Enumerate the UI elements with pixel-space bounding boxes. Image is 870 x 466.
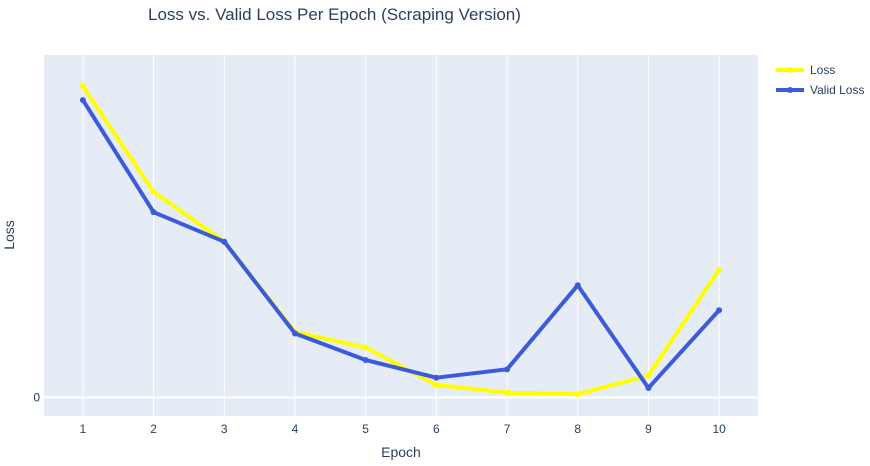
data-point[interactable] — [716, 307, 723, 314]
data-point[interactable] — [79, 97, 86, 104]
data-point[interactable] — [221, 238, 228, 245]
x-tick-label: 6 — [433, 422, 440, 436]
series-line-valid-loss — [80, 98, 722, 390]
x-tick-label: 10 — [712, 422, 726, 436]
x-tick-label: 9 — [645, 422, 652, 436]
y-tick-label: 0 — [33, 390, 40, 404]
x-tick-label: 8 — [574, 422, 581, 436]
legend-marker — [787, 87, 793, 93]
data-point[interactable] — [433, 374, 440, 381]
legend-item-valid-loss[interactable]: Valid Loss — [776, 83, 864, 97]
y-axis-title: Loss — [1, 220, 17, 250]
data-point[interactable] — [574, 391, 581, 398]
data-point[interactable] — [291, 330, 298, 337]
legend-label: Loss — [810, 63, 835, 77]
data-point[interactable] — [433, 381, 440, 388]
legend-item-loss[interactable]: Loss — [776, 63, 835, 77]
data-point[interactable] — [362, 344, 369, 351]
data-point[interactable] — [504, 389, 511, 396]
x-tick-label: 3 — [221, 422, 228, 436]
legend[interactable]: Loss Valid Loss — [776, 63, 864, 97]
x-tick-label: 2 — [150, 422, 157, 436]
x-tick-label: 5 — [362, 422, 369, 436]
y-tick-labels: 0 — [33, 390, 40, 404]
data-point[interactable] — [79, 83, 86, 90]
x-axis-title: Epoch — [381, 444, 421, 460]
data-point[interactable] — [362, 356, 369, 363]
data-point[interactable] — [150, 209, 157, 216]
series-layer — [79, 83, 723, 398]
gridlines — [44, 55, 758, 416]
data-point[interactable] — [504, 366, 511, 373]
series-line-loss — [80, 84, 722, 397]
x-tick-labels: 1 2 3 4 5 6 7 8 9 10 — [80, 422, 727, 436]
data-point[interactable] — [716, 266, 723, 273]
data-point[interactable] — [645, 384, 652, 391]
legend-label: Valid Loss — [810, 83, 864, 97]
x-tick-label: 4 — [292, 422, 299, 436]
legend-marker — [787, 67, 793, 73]
data-point[interactable] — [645, 372, 652, 379]
x-tick-label: 7 — [504, 422, 511, 436]
data-point[interactable] — [574, 282, 581, 289]
x-tick-label: 1 — [80, 422, 87, 436]
chart-title: Loss vs. Valid Loss Per Epoch (Scraping … — [148, 5, 521, 24]
data-point[interactable] — [150, 188, 157, 195]
plot-background — [44, 55, 758, 416]
